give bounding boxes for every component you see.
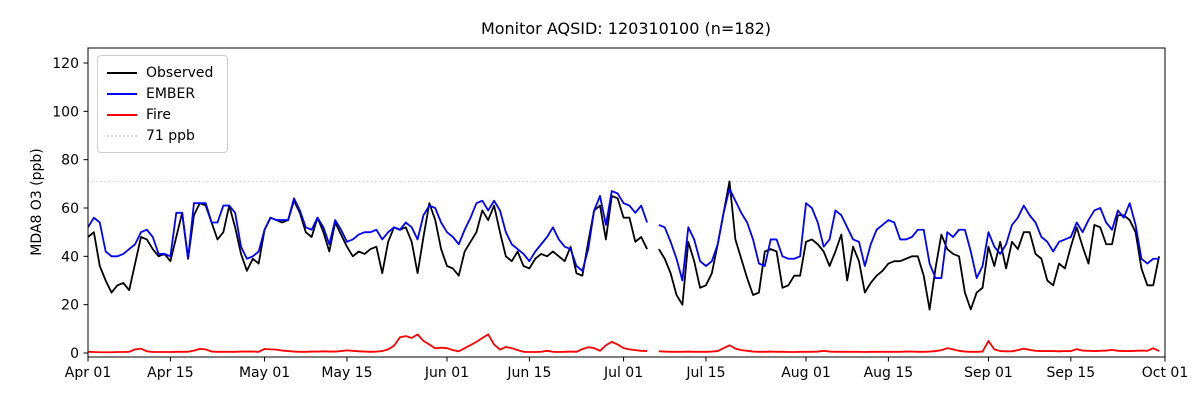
- legend-label: Observed: [146, 64, 214, 81]
- series-line-observed: [87, 180, 1160, 311]
- y-tick-label: 100: [52, 104, 79, 120]
- y-tick-label: 120: [52, 56, 79, 72]
- series-line-fire: [87, 333, 1160, 354]
- legend-item-71-ppb: 71 ppb: [107, 125, 213, 146]
- x-tick-label: Apr 01: [65, 365, 111, 381]
- y-axis-label: MDA8 O3 (ppb): [29, 148, 45, 256]
- y-tick-label: 80: [61, 153, 79, 169]
- legend-label: EMBER: [146, 85, 196, 102]
- legend-line-observed-icon: [107, 71, 137, 74]
- y-tick-label: 40: [61, 249, 79, 265]
- x-tick-label: May 01: [239, 365, 290, 381]
- x-tick-label: Jun 01: [424, 365, 469, 381]
- x-tick-label: Oct 01: [1142, 365, 1188, 381]
- chart-title: Monitor AQSID: 120310100 (n=182): [481, 19, 771, 38]
- y-tick-label: 0: [70, 346, 79, 362]
- legend-item-ember: EMBER: [107, 83, 213, 104]
- legend-line-fire-icon: [107, 113, 137, 116]
- x-tick-label: Jul 01: [603, 365, 643, 381]
- y-tick-label: 20: [61, 298, 79, 314]
- axes-frame: [87, 47, 1166, 358]
- series-line-ember: [87, 187, 1160, 282]
- x-tick-label: Jun 15: [506, 365, 551, 381]
- x-tick-label: Sep 01: [964, 365, 1013, 381]
- legend-label: 71 ppb: [146, 127, 195, 144]
- y-tick-label: 60: [61, 201, 79, 217]
- legend: Observed EMBER Fire 71 ppb: [97, 55, 229, 153]
- plot-area: Apr 01 Apr 15 May 01 May 15 Jun 01 Jun 15 Jul …: [52, 47, 1188, 381]
- legend-line-ember-icon: [107, 92, 137, 95]
- x-tick-label: Sep 15: [1047, 365, 1096, 381]
- x-tick-label: May 15: [321, 365, 372, 381]
- x-tick-label: Aug 15: [864, 365, 914, 381]
- x-tick-label: Jul 15: [685, 365, 725, 381]
- legend-line-71-ppb-icon: [107, 134, 137, 137]
- legend-item-fire: Fire: [107, 104, 213, 125]
- legend-label: Fire: [146, 106, 171, 123]
- x-tick-label: Apr 15: [147, 365, 193, 381]
- x-tick-label: Aug 01: [781, 365, 831, 381]
- legend-item-observed: Observed: [107, 62, 213, 83]
